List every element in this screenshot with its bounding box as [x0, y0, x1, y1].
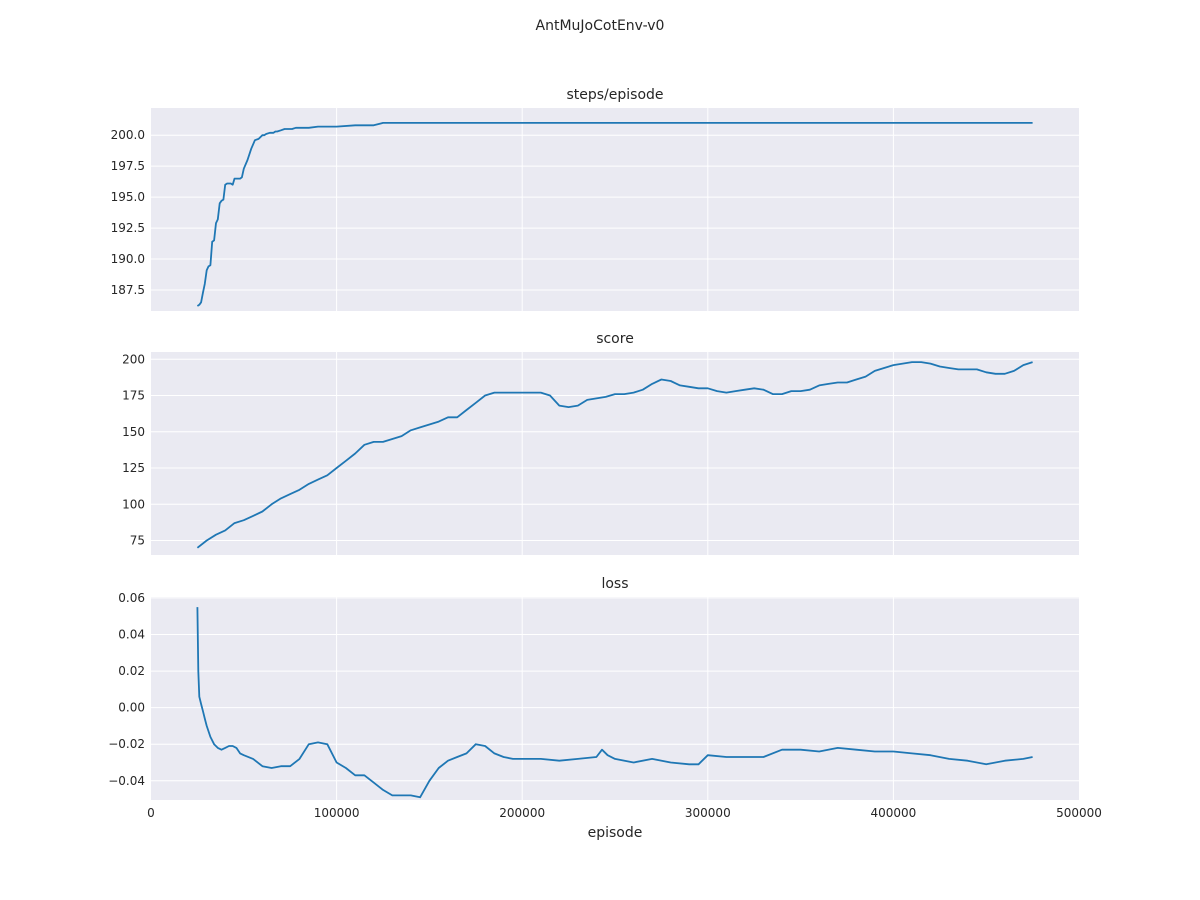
y-tick-label: 197.5	[111, 159, 145, 173]
axes-background	[151, 108, 1079, 311]
panel-steps-per-episode: 187.5 190.0 192.5 195.0 197.5 200.0 steps/epi…	[111, 87, 1079, 311]
x-tick-label: 200000	[499, 806, 545, 820]
y-tick-label: 175	[122, 389, 145, 403]
y-tick-label: 195.0	[111, 190, 145, 204]
grid	[151, 108, 1079, 311]
y-tick-label: 150	[122, 425, 145, 439]
x-tick-label: 300000	[685, 806, 731, 820]
y-tick-label: −0.04	[108, 774, 145, 788]
grid	[151, 352, 1079, 555]
x-tick-labels: 0 100000 200000 300000 400000 500000	[147, 806, 1102, 820]
y-tick-labels: −0.04 −0.02 0.00 0.02 0.04 0.06	[108, 591, 145, 788]
y-tick-labels: 187.5 190.0 192.5 195.0 197.5 200.0	[111, 128, 145, 297]
series-line	[196, 361, 1033, 549]
panel-score: 75 100 125 150 175 200 score	[122, 331, 1079, 555]
y-tick-label: 125	[122, 461, 145, 475]
x-axis-label: episode	[588, 825, 643, 841]
figure-title: AntMuJoCotEnv-v0	[536, 18, 665, 34]
y-tick-label: 200	[122, 352, 145, 366]
y-tick-label: 187.5	[111, 283, 145, 297]
y-tick-label: 190.0	[111, 252, 145, 266]
panel-loss: −0.04 −0.02 0.00 0.02 0.04 0.06 0 100000 200000…	[108, 576, 1102, 841]
y-tick-label: 100	[122, 497, 145, 511]
y-tick-label: 0.00	[118, 701, 145, 715]
x-tick-label: 0	[147, 806, 155, 820]
y-tick-label: 0.06	[118, 591, 145, 605]
series-line	[196, 607, 1033, 799]
panel-title: steps/episode	[566, 87, 663, 103]
panel-title: loss	[601, 576, 628, 592]
y-tick-label: −0.02	[108, 737, 145, 751]
x-tick-label: 100000	[314, 806, 360, 820]
panel-title: score	[596, 331, 634, 347]
y-tick-label: 75	[130, 534, 145, 548]
y-tick-label: 0.04	[118, 627, 145, 641]
x-tick-label: 500000	[1056, 806, 1102, 820]
series-line	[196, 122, 1033, 307]
y-tick-label: 200.0	[111, 128, 145, 142]
y-tick-label: 192.5	[111, 221, 145, 235]
axes-background	[151, 597, 1079, 800]
y-tick-label: 0.02	[118, 664, 145, 678]
axes-background	[151, 352, 1079, 555]
grid	[151, 597, 1079, 800]
y-tick-labels: 75 100 125 150 175 200	[122, 352, 145, 547]
x-tick-label: 400000	[870, 806, 916, 820]
